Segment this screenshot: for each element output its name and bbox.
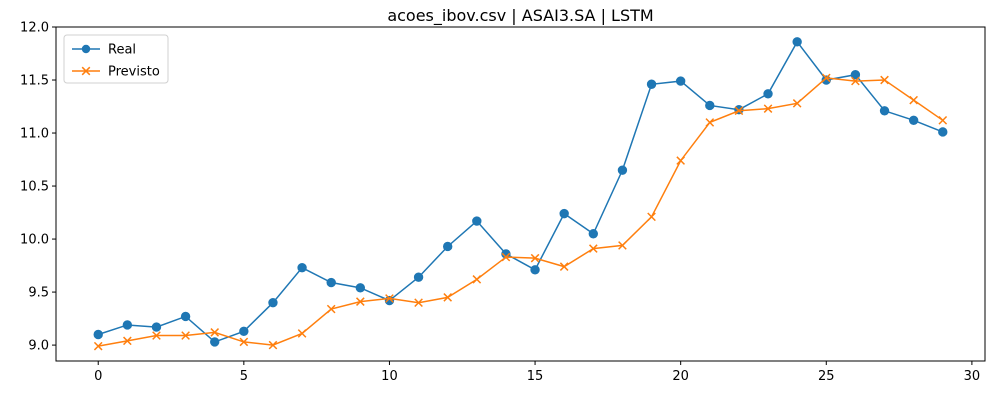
data-point — [152, 331, 161, 340]
x-tick-label: 25 — [818, 369, 835, 384]
data-point — [93, 341, 103, 351]
data-point — [355, 297, 365, 306]
data-point — [93, 329, 103, 340]
data-point — [239, 337, 249, 347]
data-point — [821, 73, 831, 83]
series-line — [97, 40, 944, 343]
data-point — [646, 79, 657, 89]
data-point — [559, 208, 569, 219]
data-point — [879, 106, 890, 116]
legend-label: Real — [108, 43, 136, 58]
axes: 0 5 10 15 20 25 30 9.0 9.5 10.0 10.5 11.0 11.5 12.0 — [20, 21, 986, 384]
data-point — [501, 252, 511, 262]
data-point — [151, 322, 162, 332]
data-point — [938, 127, 948, 137]
chart-title: acoes_ibov.csv | ASAI3.SA | LSTM — [387, 6, 653, 26]
data-point — [676, 156, 686, 165]
data-point — [530, 265, 540, 275]
x-tick-label: 0 — [94, 369, 102, 384]
y-tick-label: 9.5 — [28, 286, 49, 301]
x-tick-label: 15 — [527, 369, 544, 384]
plot-frame — [55, 26, 986, 362]
data-point — [588, 244, 598, 253]
data-point — [850, 70, 861, 80]
data-point — [355, 283, 366, 293]
legend-marker — [81, 66, 91, 76]
x-tick-label: 30 — [964, 369, 981, 384]
data-point — [792, 37, 802, 47]
x-tick-label: 10 — [381, 369, 398, 384]
x-tick-label: 20 — [672, 369, 689, 384]
data-point — [851, 76, 860, 86]
data-point — [472, 275, 482, 284]
legend-item-real: Real — [72, 43, 136, 58]
data-point — [588, 229, 599, 239]
y-tick-label: 12.0 — [20, 21, 49, 36]
x-tick-label: 5 — [240, 369, 248, 384]
data-point — [239, 326, 249, 337]
series-line — [98, 77, 944, 347]
data-point — [442, 241, 453, 252]
data-point — [734, 106, 744, 116]
data-point — [326, 277, 336, 288]
data-point — [675, 76, 686, 86]
data-point — [472, 216, 482, 226]
data-point — [385, 294, 394, 303]
data-point — [413, 272, 424, 282]
data-point — [618, 241, 627, 250]
y-tick-label: 11.0 — [20, 127, 49, 142]
y-tick-label: 10.5 — [20, 180, 49, 195]
data-point — [909, 95, 918, 105]
data-point — [210, 337, 220, 347]
data-point — [210, 328, 220, 337]
data-point — [792, 99, 802, 108]
data-point — [617, 165, 628, 175]
legend-label: Previsto — [108, 65, 160, 80]
data-point — [181, 331, 190, 340]
data-point — [530, 253, 540, 263]
legend: Real Previsto — [63, 34, 169, 84]
data-point — [938, 115, 948, 125]
data-point — [268, 340, 278, 350]
data-point — [180, 311, 191, 322]
y-tick-label: 9.0 — [28, 339, 49, 354]
data-point — [326, 304, 336, 314]
data-point — [559, 262, 569, 271]
data-point — [908, 115, 919, 126]
series-layer — [93, 37, 948, 351]
series-previsto — [93, 73, 948, 351]
data-point — [705, 100, 715, 111]
data-point — [880, 75, 889, 85]
y-tick-label: 11.5 — [20, 74, 49, 89]
data-point — [763, 89, 773, 99]
data-point — [268, 297, 278, 308]
y-tick-label: 10.0 — [20, 233, 49, 248]
legend-marker — [81, 44, 91, 54]
data-point — [297, 329, 307, 338]
data-point — [443, 293, 453, 302]
legend-item-previsto: Previsto — [72, 65, 160, 80]
data-point — [647, 212, 656, 222]
data-point — [123, 336, 132, 346]
data-point — [122, 320, 133, 330]
data-point — [414, 298, 423, 308]
data-point — [297, 262, 307, 273]
data-point — [705, 118, 715, 127]
data-point — [763, 104, 773, 113]
